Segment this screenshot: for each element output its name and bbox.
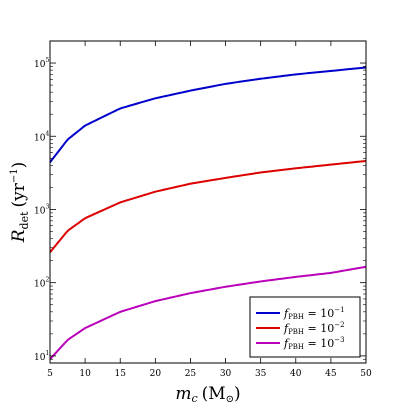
- legend-entry: fPBH = 10−1: [256, 306, 345, 321]
- legend-label: fPBH = 10−3: [283, 336, 345, 351]
- x-tick-label: 10: [79, 369, 91, 379]
- y-tick-label: 102: [34, 277, 49, 290]
- x-tick-label: 15: [114, 369, 126, 379]
- plot-frame: [49, 40, 367, 364]
- x-tick-label: 20: [150, 369, 162, 379]
- y-tick-label: 103: [34, 203, 49, 216]
- x-tick-label: 35: [255, 369, 267, 379]
- tick-layer: 5 10 15 20 25 30 35 40 45 50 101 102 103 104 105: [34, 40, 372, 379]
- y-tick-label: 105: [34, 57, 49, 70]
- x-tick-label: 5: [47, 369, 53, 379]
- series-line-1: [50, 66, 366, 163]
- x-axis-label: mc (M⊙): [175, 384, 240, 405]
- y-axis-label: Rdet(yr−1): [9, 162, 31, 244]
- legend-label: fPBH = 10−2: [283, 321, 345, 336]
- series-layer: [50, 66, 366, 360]
- legend-entry: fPBH = 10−3: [256, 336, 345, 351]
- y-tick-label: 101: [34, 350, 49, 363]
- series-line-2: [50, 159, 366, 253]
- series-line-3: [50, 265, 366, 360]
- x-tick-label: 50: [360, 369, 372, 379]
- legend-entry: fPBH = 10−2: [256, 321, 345, 336]
- y-tick-label: 104: [34, 130, 49, 143]
- x-tick-label: 25: [185, 369, 197, 379]
- x-tick-label: 45: [325, 369, 337, 379]
- legend-label: fPBH = 10−1: [283, 306, 345, 321]
- x-tick-label: 40: [290, 369, 302, 379]
- x-tick-label: 30: [220, 369, 232, 379]
- legend: fPBH = 10−1 fPBH = 10−2 fPBH = 10−3: [249, 296, 361, 358]
